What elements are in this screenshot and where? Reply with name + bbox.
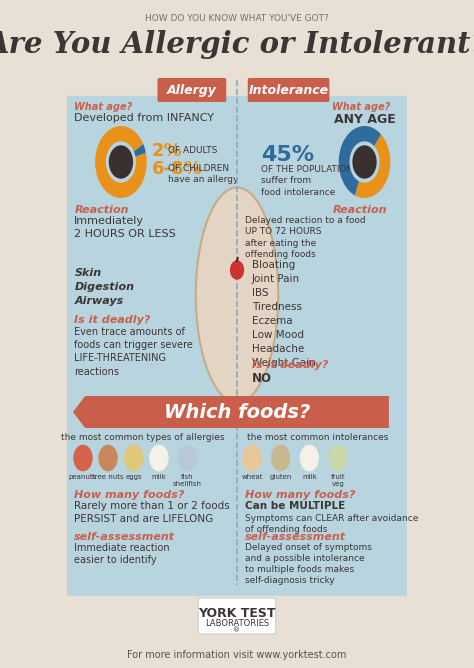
Text: Are You Allergic or Intolerant?: Are You Allergic or Intolerant? [0, 30, 474, 59]
Text: milk: milk [302, 474, 317, 480]
Text: Immediate reaction
easier to identify: Immediate reaction easier to identify [74, 543, 170, 565]
Circle shape [125, 445, 143, 471]
Polygon shape [73, 396, 389, 428]
Circle shape [230, 261, 244, 279]
Circle shape [99, 445, 118, 471]
Circle shape [328, 445, 347, 471]
Text: Allergy: Allergy [167, 84, 217, 96]
Text: Rarely more than 1 or 2 foods: Rarely more than 1 or 2 foods [74, 501, 230, 511]
Text: milk: milk [152, 474, 166, 480]
Text: 45%: 45% [261, 145, 314, 165]
Text: Is it deadly?: Is it deadly? [252, 360, 328, 370]
Text: OF CHILDREN
have an allergy: OF CHILDREN have an allergy [167, 164, 238, 184]
Circle shape [109, 146, 132, 178]
Wedge shape [121, 144, 146, 162]
Text: Immediately
2 HOURS OR LESS: Immediately 2 HOURS OR LESS [74, 216, 176, 239]
Text: gluten: gluten [270, 474, 292, 480]
Text: Reaction: Reaction [74, 205, 129, 215]
Text: How many foods?: How many foods? [74, 490, 185, 500]
Circle shape [178, 445, 197, 471]
Text: ANY AGE: ANY AGE [334, 113, 395, 126]
Text: Is it deadly?: Is it deadly? [74, 315, 151, 325]
Text: wheat: wheat [241, 474, 263, 480]
Text: Symptoms can CLEAR after avoidance
of offending foods: Symptoms can CLEAR after avoidance of of… [245, 514, 418, 534]
Circle shape [353, 146, 376, 178]
Text: Intolerance: Intolerance [248, 84, 328, 96]
FancyBboxPatch shape [248, 78, 329, 102]
Circle shape [150, 445, 168, 471]
Text: Developed from INFANCY: Developed from INFANCY [74, 113, 214, 123]
Text: Bloating
Joint Pain
IBS
Tiredness
Eczema
Low Mood
Headache
Weight Gain: Bloating Joint Pain IBS Tiredness Eczema… [252, 260, 316, 368]
Text: What age?: What age? [332, 102, 391, 112]
Wedge shape [95, 126, 147, 198]
Text: 2%: 2% [152, 142, 182, 160]
Text: eggs: eggs [126, 474, 142, 480]
Bar [67, 596, 407, 668]
Text: For more information visit www.yorktest.com: For more information visit www.yorktest.… [128, 650, 346, 660]
Text: self-assessment: self-assessment [245, 532, 346, 542]
Bar [67, 0, 407, 96]
Text: Delayed onset of symptoms
and a possible intolerance
to multiple foods makes
sel: Delayed onset of symptoms and a possible… [245, 543, 372, 585]
Text: YORK TEST: YORK TEST [198, 607, 276, 620]
Text: PERSIST and are LIFELONG: PERSIST and are LIFELONG [74, 514, 214, 524]
Wedge shape [355, 134, 390, 198]
Bar [67, 96, 407, 596]
Text: 6-8%: 6-8% [152, 160, 202, 178]
Circle shape [272, 445, 290, 471]
Text: Delayed reaction to a food
UP TO 72 HOURS
after eating the
offending foods: Delayed reaction to a food UP TO 72 HOUR… [245, 216, 365, 259]
Text: OF ADULTS: OF ADULTS [167, 146, 217, 155]
Text: Skin
Digestion
Airways: Skin Digestion Airways [74, 268, 134, 306]
Text: peanuts: peanuts [69, 474, 97, 480]
Circle shape [350, 142, 379, 182]
FancyBboxPatch shape [157, 78, 226, 102]
Text: the most common types of allergies: the most common types of allergies [61, 433, 224, 442]
Text: LABORATORIES: LABORATORIES [205, 619, 269, 628]
Text: tree nuts: tree nuts [92, 474, 124, 480]
Circle shape [300, 445, 319, 471]
Text: the most common intolerances: the most common intolerances [247, 433, 389, 442]
Circle shape [107, 142, 135, 182]
Text: fruit
veg: fruit veg [331, 474, 346, 487]
Text: What age?: What age? [74, 102, 133, 112]
FancyBboxPatch shape [198, 598, 276, 634]
Text: Reaction: Reaction [332, 205, 387, 215]
Text: OF THE POPULATION
suffer from
food intolerance: OF THE POPULATION suffer from food intol… [261, 165, 353, 197]
Circle shape [73, 445, 92, 471]
Ellipse shape [196, 188, 278, 403]
Text: How many foods?: How many foods? [245, 490, 355, 500]
Text: Can be MULTIPLE: Can be MULTIPLE [245, 501, 345, 511]
Text: Which foods?: Which foods? [164, 403, 310, 422]
Wedge shape [339, 126, 381, 195]
Text: ®: ® [233, 627, 241, 633]
Text: self-assessment: self-assessment [74, 532, 175, 542]
Text: Even trace amounts of
foods can trigger severe
LIFE-THREATENING
reactions: Even trace amounts of foods can trigger … [74, 327, 193, 377]
Text: NO: NO [252, 372, 272, 385]
Circle shape [243, 445, 261, 471]
Text: fish
shellfish: fish shellfish [173, 474, 202, 487]
Text: HOW DO YOU KNOW WHAT YOU'VE GOT?: HOW DO YOU KNOW WHAT YOU'VE GOT? [145, 14, 329, 23]
